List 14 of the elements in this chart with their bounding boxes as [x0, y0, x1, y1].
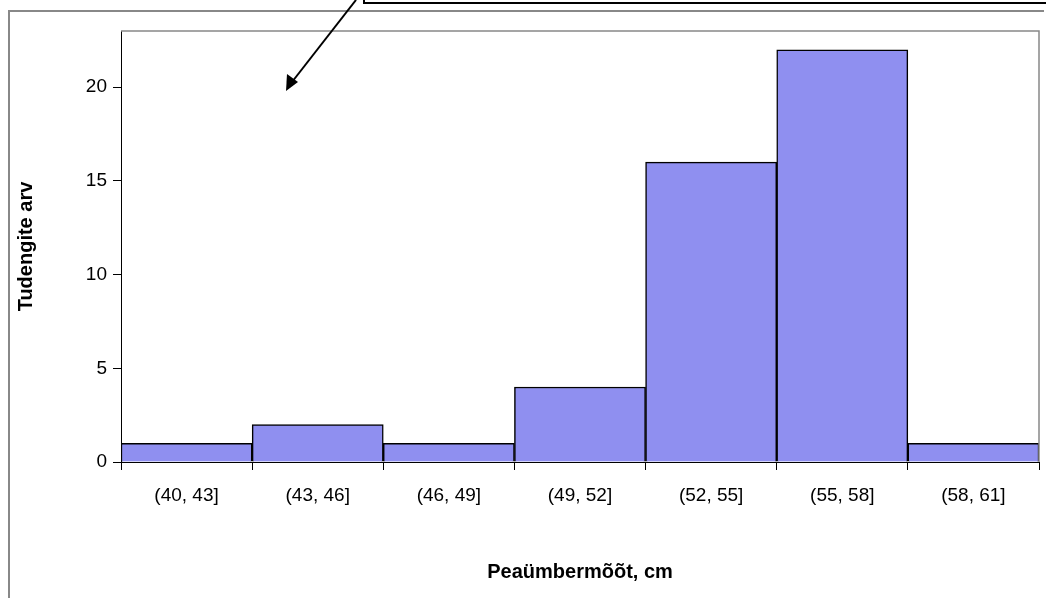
- x-tick-label: (43, 46]: [285, 483, 350, 505]
- y-tick-label: 20: [85, 75, 107, 97]
- x-tick-label: (55, 58]: [810, 483, 875, 505]
- x-axis-title: Peaümbermõõt, cm: [487, 559, 673, 582]
- x-tick-label: (40, 43]: [154, 483, 219, 505]
- y-tick-label: 5: [96, 356, 107, 378]
- x-tick-label: (52, 55]: [678, 483, 744, 505]
- x-tick-label: (58, 61]: [941, 483, 1006, 505]
- x-tick-label: (49, 52]: [547, 483, 613, 505]
- y-tick-label: 10: [85, 262, 107, 284]
- y-tick-label: 15: [85, 169, 107, 191]
- x-tick-label: (46, 49]: [416, 483, 482, 505]
- y-tick-label: 0: [96, 450, 107, 472]
- y-axis-title: Tudengite arv: [13, 180, 36, 312]
